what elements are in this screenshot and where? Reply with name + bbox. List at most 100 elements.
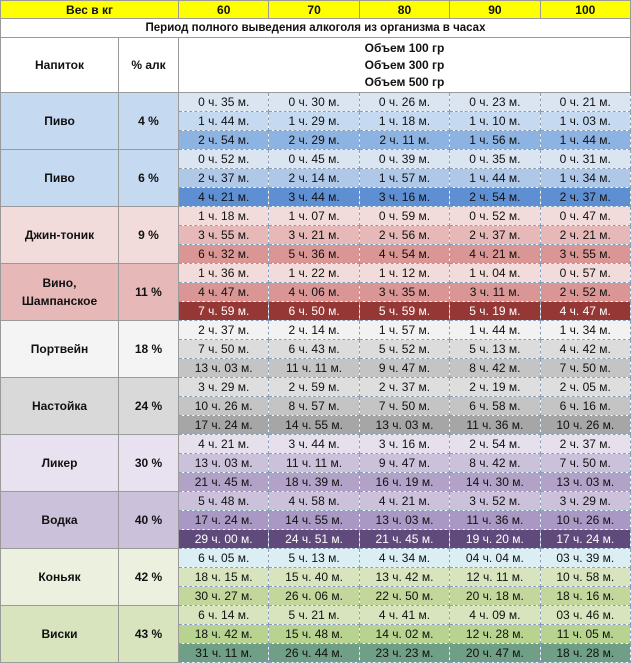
time-cell: 10 ч. 26 м.: [177, 396, 270, 416]
volume-label: Объем 100 гр: [364, 40, 445, 55]
time-cell: 2 ч. 37 м.: [539, 434, 631, 454]
column-header-row: Напиток% алк Объем 100 гр Объем 300 гр Объе…: [0, 37, 631, 93]
time-cell: 2 ч. 54 м.: [449, 187, 541, 207]
data-row: 4 ч. 21 м. 3 ч. 44 м. 3 ч. 16 м. 2 ч. 54 м.…: [1, 187, 631, 207]
time-cell: 14 ч. 30 м.: [449, 472, 541, 492]
time-cell: 1 ч. 36 м.: [177, 263, 270, 283]
time-cell: 2 ч. 37 м.: [177, 320, 270, 340]
time-cell: 0 ч. 26 м.: [358, 92, 451, 112]
time-cell: 13 ч. 03 м.: [358, 510, 451, 530]
data-row: Настойка 24 % 3 ч. 29 м. 2 ч. 59 м. 2 ч. 37 …: [0, 377, 631, 435]
time-cell: 13 ч. 42 м.: [358, 567, 451, 587]
time-cell: 16 ч. 19 м.: [358, 472, 451, 492]
time-cell: 1 ч. 34 м.: [539, 320, 631, 340]
alcohol-cell: 4 %: [118, 92, 179, 150]
time-cell: 2 ч. 59 м.: [268, 377, 360, 397]
weight: 90: [449, 0, 541, 19]
weight-label: Вес в кг: [0, 0, 179, 19]
weight: 100: [539, 0, 631, 19]
time-cell: 7 ч. 50 м.: [358, 396, 451, 416]
drink-name: Виски: [41, 627, 78, 641]
time-cell: 4 ч. 21 м.: [358, 491, 451, 511]
time-cell: 6 ч. 32 м.: [177, 244, 270, 264]
time-cell: 7 ч. 50 м.: [539, 453, 631, 473]
alcohol-cell: 42 %: [118, 548, 179, 606]
drink-name: Настойка: [31, 399, 88, 413]
data-row: Ликер 30 % 4 ч. 21 м. 3 ч. 44 м. 3 ч. 16 м. 2…: [0, 434, 631, 492]
time-cell: 0 ч. 35 м.: [177, 92, 270, 112]
time-cell: 3 ч. 29 м.: [539, 491, 631, 511]
drink-name: Вино, Шампанское: [21, 276, 98, 308]
time-cell: 15 ч. 48 м.: [268, 624, 360, 644]
time-cell: 20 ч. 47 м.: [449, 643, 541, 663]
time-cell: 2 ч. 54 м.: [449, 434, 541, 454]
time-cell: 1 ч. 44 м.: [449, 320, 541, 340]
time-cell: 3 ч. 52 м.: [449, 491, 541, 511]
time-cell: 21 ч. 45 м.: [177, 472, 270, 492]
drink-cell: Портвейн: [0, 320, 119, 378]
time-cell: 5 ч. 48 м.: [177, 491, 270, 511]
time-cell: 2 ч. 14 м.: [268, 320, 360, 340]
time-cell: 0 ч. 30 м.: [268, 92, 360, 112]
time-cell: 18 ч. 16 м.: [539, 586, 631, 606]
time-cell: 0 ч. 52 м.: [177, 149, 270, 169]
time-cell: 2 ч. 54 м.: [177, 130, 270, 150]
time-cell: 4 ч. 21 м.: [177, 187, 270, 207]
time-cell: 2 ч. 37 м.: [539, 187, 631, 207]
time-cell: 03 ч. 39 м.: [539, 548, 631, 568]
data-row: 3 ч. 55 м. 3 ч. 21 м. 2 ч. 56 м. 2 ч. 37 м.…: [1, 225, 631, 245]
time-cell: 4 ч. 21 м.: [177, 434, 270, 454]
volume-label: Объем 300 гр: [364, 57, 445, 72]
title-row: Период полного выведения алкоголя из орг…: [0, 18, 631, 38]
time-cell: 1 ч. 44 м.: [449, 168, 541, 188]
time-cell: 3 ч. 55 м.: [539, 244, 631, 264]
drink-name: Ликер: [41, 456, 78, 470]
time-cell: 5 ч. 13 м.: [449, 339, 541, 359]
data-row: 2 ч. 37 м. 2 ч. 14 м. 1 ч. 57 м. 1 ч. 44 м.…: [1, 168, 631, 188]
time-cell: 7 ч. 50 м.: [539, 358, 631, 378]
drink-cell: Виски: [0, 605, 119, 663]
time-cell: 3 ч. 21 м.: [268, 225, 360, 245]
drink-cell: Пиво: [0, 149, 119, 207]
time-cell: 26 ч. 44 м.: [268, 643, 360, 663]
alcohol-cell: 30 %: [118, 434, 179, 492]
time-cell: 2 ч. 19 м.: [449, 377, 541, 397]
time-cell: 2 ч. 05 м.: [539, 377, 631, 397]
header-row: Вес в кг 60 70 80 90 100: [0, 0, 631, 19]
time-cell: 6 ч. 50 м.: [268, 301, 360, 321]
time-cell: 0 ч. 21 м.: [539, 92, 631, 112]
data-row: 18 ч. 42 м. 15 ч. 48 м. 14 ч. 02 м. 12 ч. 2…: [1, 624, 631, 644]
drink-name: Коньяк: [38, 570, 81, 584]
drink-cell: Джин-тоник: [0, 206, 119, 264]
time-cell: 14 ч. 55 м.: [268, 510, 360, 530]
time-cell: 1 ч. 10 м.: [449, 111, 541, 131]
data-row: 7 ч. 59 м. 6 ч. 50 м. 5 ч. 59 м. 5 ч. 19 м.…: [1, 301, 631, 321]
time-cell: 14 ч. 55 м.: [268, 415, 360, 435]
time-cell: 3 ч. 16 м.: [358, 434, 451, 454]
time-cell: 8 ч. 42 м.: [449, 453, 541, 473]
time-cell: 1 ч. 18 м.: [358, 111, 451, 131]
time-cell: 9 ч. 47 м.: [358, 453, 451, 473]
time-cell: 1 ч. 22 м.: [268, 263, 360, 283]
time-cell: 0 ч. 35 м.: [449, 149, 541, 169]
time-cell: 2 ч. 14 м.: [268, 168, 360, 188]
time-cell: 5 ч. 52 м.: [358, 339, 451, 359]
time-cell: 4 ч. 47 м.: [539, 301, 631, 321]
time-cell: 3 ч. 55 м.: [177, 225, 270, 245]
time-cell: 29 ч. 00 м.: [177, 529, 270, 549]
drink-name: Пиво: [44, 171, 75, 185]
alcohol-cell: 18 %: [118, 320, 179, 378]
time-cell: 23 ч. 23 м.: [358, 643, 451, 663]
time-cell: 4 ч. 21 м.: [449, 244, 541, 264]
time-cell: 17 ч. 24 м.: [177, 415, 270, 435]
time-cell: 0 ч. 59 м.: [358, 206, 451, 226]
time-cell: 1 ч. 04 м.: [449, 263, 541, 283]
time-cell: 0 ч. 52 м.: [449, 206, 541, 226]
time-cell: 4 ч. 09 м.: [449, 605, 541, 625]
time-cell: 1 ч. 12 м.: [358, 263, 451, 283]
time-cell: 22 ч. 50 м.: [358, 586, 451, 606]
time-cell: 11 ч. 11 м.: [268, 453, 360, 473]
data-row: 29 ч. 00 м. 24 ч. 51 м. 21 ч. 45 м. 19 ч. 2…: [1, 529, 631, 549]
